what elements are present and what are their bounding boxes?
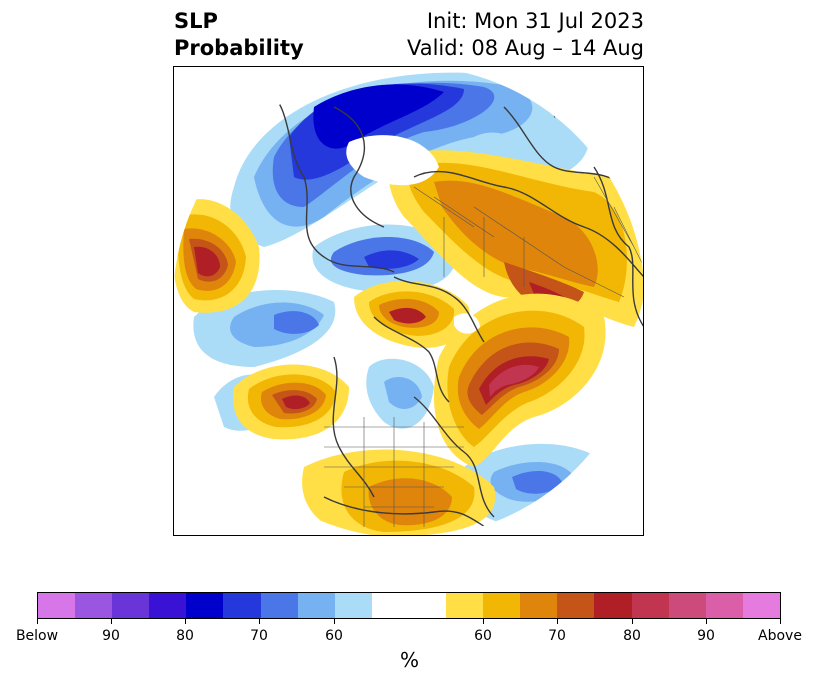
title-line-1: SLP [174, 9, 218, 33]
title-line-2: Probability [174, 36, 304, 60]
colorbar-segment [297, 593, 335, 618]
colorbar-tick-label: 70 [548, 628, 566, 644]
colorbar-tick-label: 70 [250, 628, 268, 644]
below-anomaly-pacific [193, 290, 336, 367]
init-date: Init: Mon 31 Jul 2023 [426, 9, 644, 33]
colorbar-tick [259, 619, 260, 624]
colorbar-tick-label: Above [758, 628, 802, 644]
colorbar-segment [594, 593, 632, 618]
colorbar-segment [334, 593, 372, 618]
colorbar-segment [186, 593, 224, 618]
borders [324, 176, 643, 527]
colorbar-tick [632, 619, 633, 624]
colorbar-segment [223, 593, 261, 618]
above-anomaly-greenland [354, 280, 470, 348]
below-anomaly-hudson [366, 358, 434, 429]
colorbar-tick [111, 619, 112, 624]
colorbar-tick [557, 619, 558, 624]
above-anomaly-west [174, 199, 260, 313]
neutral-area [346, 135, 439, 186]
above-anomaly-atlantic [433, 293, 606, 467]
colorbar-tick [483, 619, 484, 624]
map-canvas [174, 72, 643, 535]
colorbar-tick [185, 619, 186, 624]
colorbar-segment [260, 593, 298, 618]
colorbar-segment [668, 593, 706, 618]
colorbar-segment [483, 593, 521, 618]
colorbar-tick-label: 60 [474, 628, 492, 644]
colorbar-segment [371, 593, 447, 618]
probability-map [173, 66, 644, 536]
valid-range: Valid: 08 Aug – 14 Aug [406, 36, 644, 60]
colorbar-segment [446, 593, 484, 618]
below-anomaly-arctic [312, 224, 456, 292]
colorbar-segment [557, 593, 595, 618]
colorbar-unit: % [399, 648, 419, 672]
colorbar-segment [75, 593, 113, 618]
neutral-area-small [454, 313, 480, 334]
colorbar-segment [149, 593, 187, 618]
colorbar-segment [742, 593, 780, 618]
colorbar-tick-label: 90 [697, 628, 715, 644]
colorbar-tick-label: 80 [176, 628, 194, 644]
colorbar-tick-label: 90 [102, 628, 120, 644]
colorbar-tick [334, 619, 335, 624]
colorbar-segment [112, 593, 150, 618]
above-anomaly-ne-pacific [233, 364, 349, 440]
below-anomaly-north [230, 72, 589, 248]
colorbar-tick-label: 60 [325, 628, 343, 644]
above-anomaly-conus [302, 449, 496, 535]
map-dates: Init: Mon 31 Jul 2023 Valid: 08 Aug – 14… [407, 8, 644, 62]
colorbar-tick [780, 619, 781, 624]
colorbar [37, 592, 781, 619]
colorbar-ticks [37, 619, 781, 629]
colorbar-segment [631, 593, 669, 618]
colorbar-tick-label: Below [15, 628, 59, 644]
colorbar-tick-label: 80 [623, 628, 641, 644]
colorbar-segment [705, 593, 743, 618]
colorbar-segment [520, 593, 558, 618]
colorbar-tick [706, 619, 707, 624]
map-title: SLP Probability [174, 8, 304, 62]
colorbar-segment [38, 593, 76, 618]
colorbar-tick [37, 619, 38, 624]
